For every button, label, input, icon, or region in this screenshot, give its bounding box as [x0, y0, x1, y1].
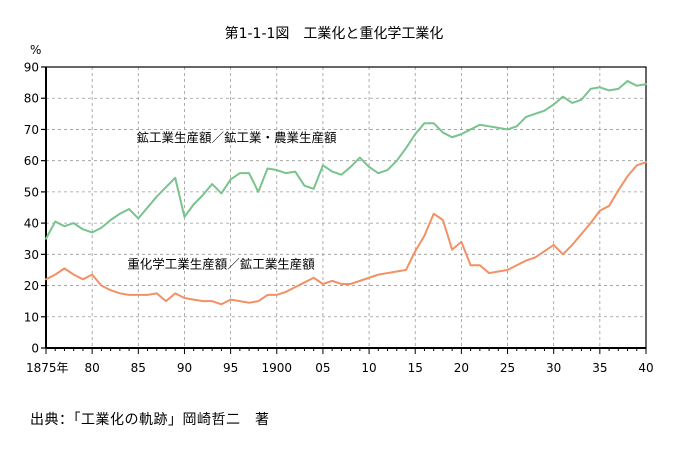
axes [41, 66, 647, 354]
chart-title: 第1-1-1図 工業化と重化学工業化 [225, 25, 444, 42]
source-note: 出典：「工業化の軌跡」岡崎哲二 著 [30, 412, 270, 428]
x-tick-label: 95 [223, 361, 238, 375]
x-tick-label: 15 [408, 361, 423, 375]
series-group [45, 80, 647, 306]
x-tick-label: 1900 [261, 361, 292, 375]
plot-frame [45, 66, 647, 349]
x-tick-label: 05 [315, 361, 330, 375]
x-tick-label: 35 [592, 361, 607, 375]
y-tick-label: 20 [24, 279, 39, 293]
series-label-2: 重化学工業生産額／鉱工業生産額 [127, 256, 315, 271]
series-line-1 [45, 80, 647, 240]
series-label-1: 鉱工業生産額／鉱工業・農業生産額 [136, 130, 337, 145]
x-tick-label: 1875年 [26, 361, 69, 375]
y-tick-label: 90 [24, 61, 39, 75]
y-tick-label: 50 [24, 185, 39, 199]
y-tick-label: 40 [24, 217, 39, 231]
y-tick-label: 60 [24, 154, 39, 168]
x-tick-label: 25 [500, 361, 515, 375]
y-tick-labels: 0 10 20 30 40 50 60 70 80 90 [24, 61, 39, 356]
y-tick-label: 0 [31, 342, 39, 356]
x-tick-label: 20 [454, 361, 469, 375]
y-tick-label: 30 [24, 248, 39, 262]
x-tick-label: 40 [638, 361, 653, 375]
y-tick-label: 70 [24, 123, 39, 137]
x-tick-label: 10 [361, 361, 376, 375]
x-tick-label: 80 [85, 361, 100, 375]
x-tick-labels: 1875年 80 85 90 95 1900 05 10 15 20 25 30 35 40 [26, 361, 654, 375]
y-axis-unit: % [30, 43, 41, 57]
x-tick-label: 30 [546, 361, 561, 375]
y-tick-label: 10 [24, 310, 39, 324]
y-tick-label: 80 [24, 92, 39, 106]
x-tick-label: 90 [177, 361, 192, 375]
grid [46, 66, 647, 348]
series-line-2 [45, 161, 647, 306]
x-tick-label: 85 [131, 361, 146, 375]
